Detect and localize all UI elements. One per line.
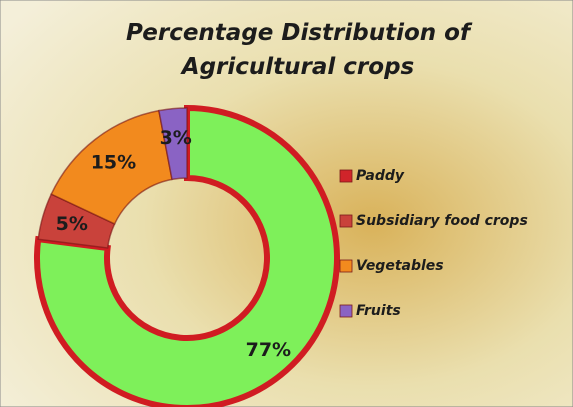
value-label: 15% — [91, 152, 136, 174]
legend-label: Vegetables — [356, 258, 444, 274]
value-label: 77% — [246, 339, 291, 361]
value-label: 3% — [160, 127, 192, 149]
legend-swatch — [339, 214, 353, 228]
donut-slice — [158, 107, 188, 181]
legend-label: Fruits — [356, 303, 401, 319]
chart-title: Percentage Distribution of Agricultural c… — [126, 20, 473, 80]
legend-swatch — [339, 169, 353, 183]
title-line: Agricultural crops — [180, 54, 414, 80]
legend-swatch — [339, 259, 353, 273]
value-label: 5% — [56, 213, 88, 235]
legend-swatch — [339, 304, 353, 318]
legend-label: Subsidiary food crops — [356, 213, 528, 229]
donut-slice — [34, 104, 340, 407]
title-line: Percentage Distribution of — [126, 20, 473, 46]
legend-label: Paddy — [356, 168, 405, 184]
